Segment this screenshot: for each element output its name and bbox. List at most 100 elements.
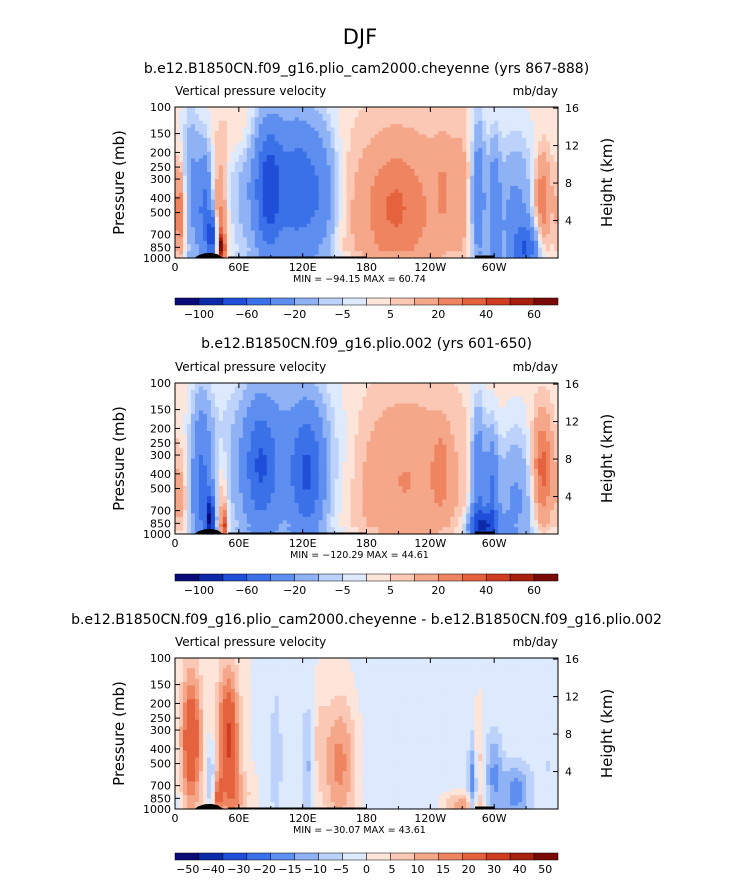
heatmap-cell (390, 251, 396, 256)
heatmap-cell (510, 206, 515, 211)
heatmap-cell (254, 158, 260, 163)
heatmap-cell (310, 213, 316, 218)
heatmap-cell (410, 237, 415, 242)
heatmap-cell (358, 396, 364, 401)
heatmap-cell (418, 165, 423, 170)
heatmap-cell (394, 165, 400, 170)
heatmap-cell (482, 389, 487, 394)
heatmap-cell (214, 216, 220, 221)
heatmap-cell (246, 165, 252, 170)
heatmap-cell (198, 230, 204, 235)
heatmap-cell (530, 161, 535, 166)
heatmap-cell (202, 182, 208, 187)
heatmap-cell (286, 403, 292, 408)
heatmap-cell (414, 141, 419, 146)
heatmap-cell (178, 393, 184, 398)
heatmap-cell (186, 151, 192, 156)
heatmap-cell (494, 161, 499, 166)
heatmap-cell (210, 227, 216, 232)
heatmap-cell (234, 206, 240, 211)
heatmap-cell (306, 182, 312, 187)
heatmap-cell (402, 389, 407, 394)
heatmap-cell (294, 393, 300, 398)
heatmap-cell (194, 400, 200, 405)
heatmap-cell (210, 251, 216, 256)
heatmap-cell (290, 151, 296, 156)
heatmap-cell (222, 107, 228, 112)
heatmap-cell (226, 199, 232, 204)
heatmap-cell (322, 396, 328, 401)
heatmap-cell (206, 237, 212, 242)
heatmap-cell (398, 175, 404, 180)
heatmap-cell (366, 227, 372, 232)
heatmap-cell (478, 134, 483, 139)
heatmap-cell (234, 110, 240, 115)
heatmap-cell (466, 389, 471, 394)
heatmap-cell (186, 185, 192, 190)
heatmap-cell (214, 199, 220, 204)
heatmap-cell (486, 137, 491, 142)
heatmap-cell (534, 113, 539, 118)
heatmap-cell (354, 127, 360, 132)
heatmap-cell (430, 148, 435, 153)
heatmap-cell (466, 247, 471, 252)
heatmap-cell (542, 179, 547, 184)
heatmap-cell (470, 220, 475, 225)
heatmap-cell (294, 137, 300, 142)
heatmap-cell (402, 117, 407, 122)
heatmap-cell (378, 396, 384, 401)
heatmap-cell (326, 137, 332, 142)
heatmap-cell (446, 185, 451, 190)
heatmap-cell (298, 389, 304, 394)
heatmap-cell (426, 251, 431, 256)
heatmap-cell (310, 165, 316, 170)
heatmap-cell (270, 158, 276, 163)
heatmap-cell (362, 144, 368, 149)
heatmap-cell (206, 196, 212, 201)
heatmap-cell (470, 251, 475, 256)
heatmap-cell (210, 179, 216, 184)
heatmap-cell (250, 403, 256, 408)
heatmap-cell (450, 206, 455, 211)
heatmap-cell (338, 209, 344, 214)
heatmap-cell (394, 396, 400, 401)
heatmap-cell (214, 117, 220, 122)
heatmap-cell (342, 209, 348, 214)
heatmap-cell (414, 240, 419, 245)
heatmap-cell (222, 141, 228, 146)
heatmap-cell (182, 251, 188, 256)
heatmap-cell (250, 227, 256, 232)
heatmap-cell (322, 137, 328, 142)
heatmap-cell (206, 213, 212, 218)
heatmap-cell (522, 127, 527, 132)
heatmap-cell (430, 216, 435, 221)
heatmap-cell (406, 117, 411, 122)
heatmap-cell (302, 131, 308, 136)
heatmap-cell (390, 237, 396, 242)
heatmap-cell (414, 247, 419, 252)
heatmap-cell (214, 158, 220, 163)
heatmap-cell (394, 389, 400, 394)
heatmap-cell (194, 117, 200, 122)
heatmap-cell (554, 144, 559, 149)
heatmap-cell (378, 168, 384, 173)
heatmap-cell (526, 148, 531, 153)
heatmap-cell (414, 158, 419, 163)
heatmap-cell (474, 213, 479, 218)
heatmap-cell (510, 230, 515, 235)
heatmap-cell (434, 233, 439, 239)
heatmap-cell (438, 185, 443, 190)
heatmap-cell (434, 185, 439, 190)
heatmap-cell (550, 247, 555, 252)
heatmap-cell (474, 393, 479, 398)
heatmap-cell (410, 209, 415, 214)
heatmap-cell (274, 216, 280, 221)
heatmap-cell (554, 120, 559, 125)
heatmap-cell (362, 393, 368, 398)
heatmap-cell (466, 172, 471, 177)
heatmap-cell (314, 161, 320, 166)
heatmap-cell (546, 107, 551, 112)
heatmap-cell (338, 179, 344, 184)
heatmap-cell (366, 110, 372, 115)
heatmap-cell (402, 182, 407, 187)
